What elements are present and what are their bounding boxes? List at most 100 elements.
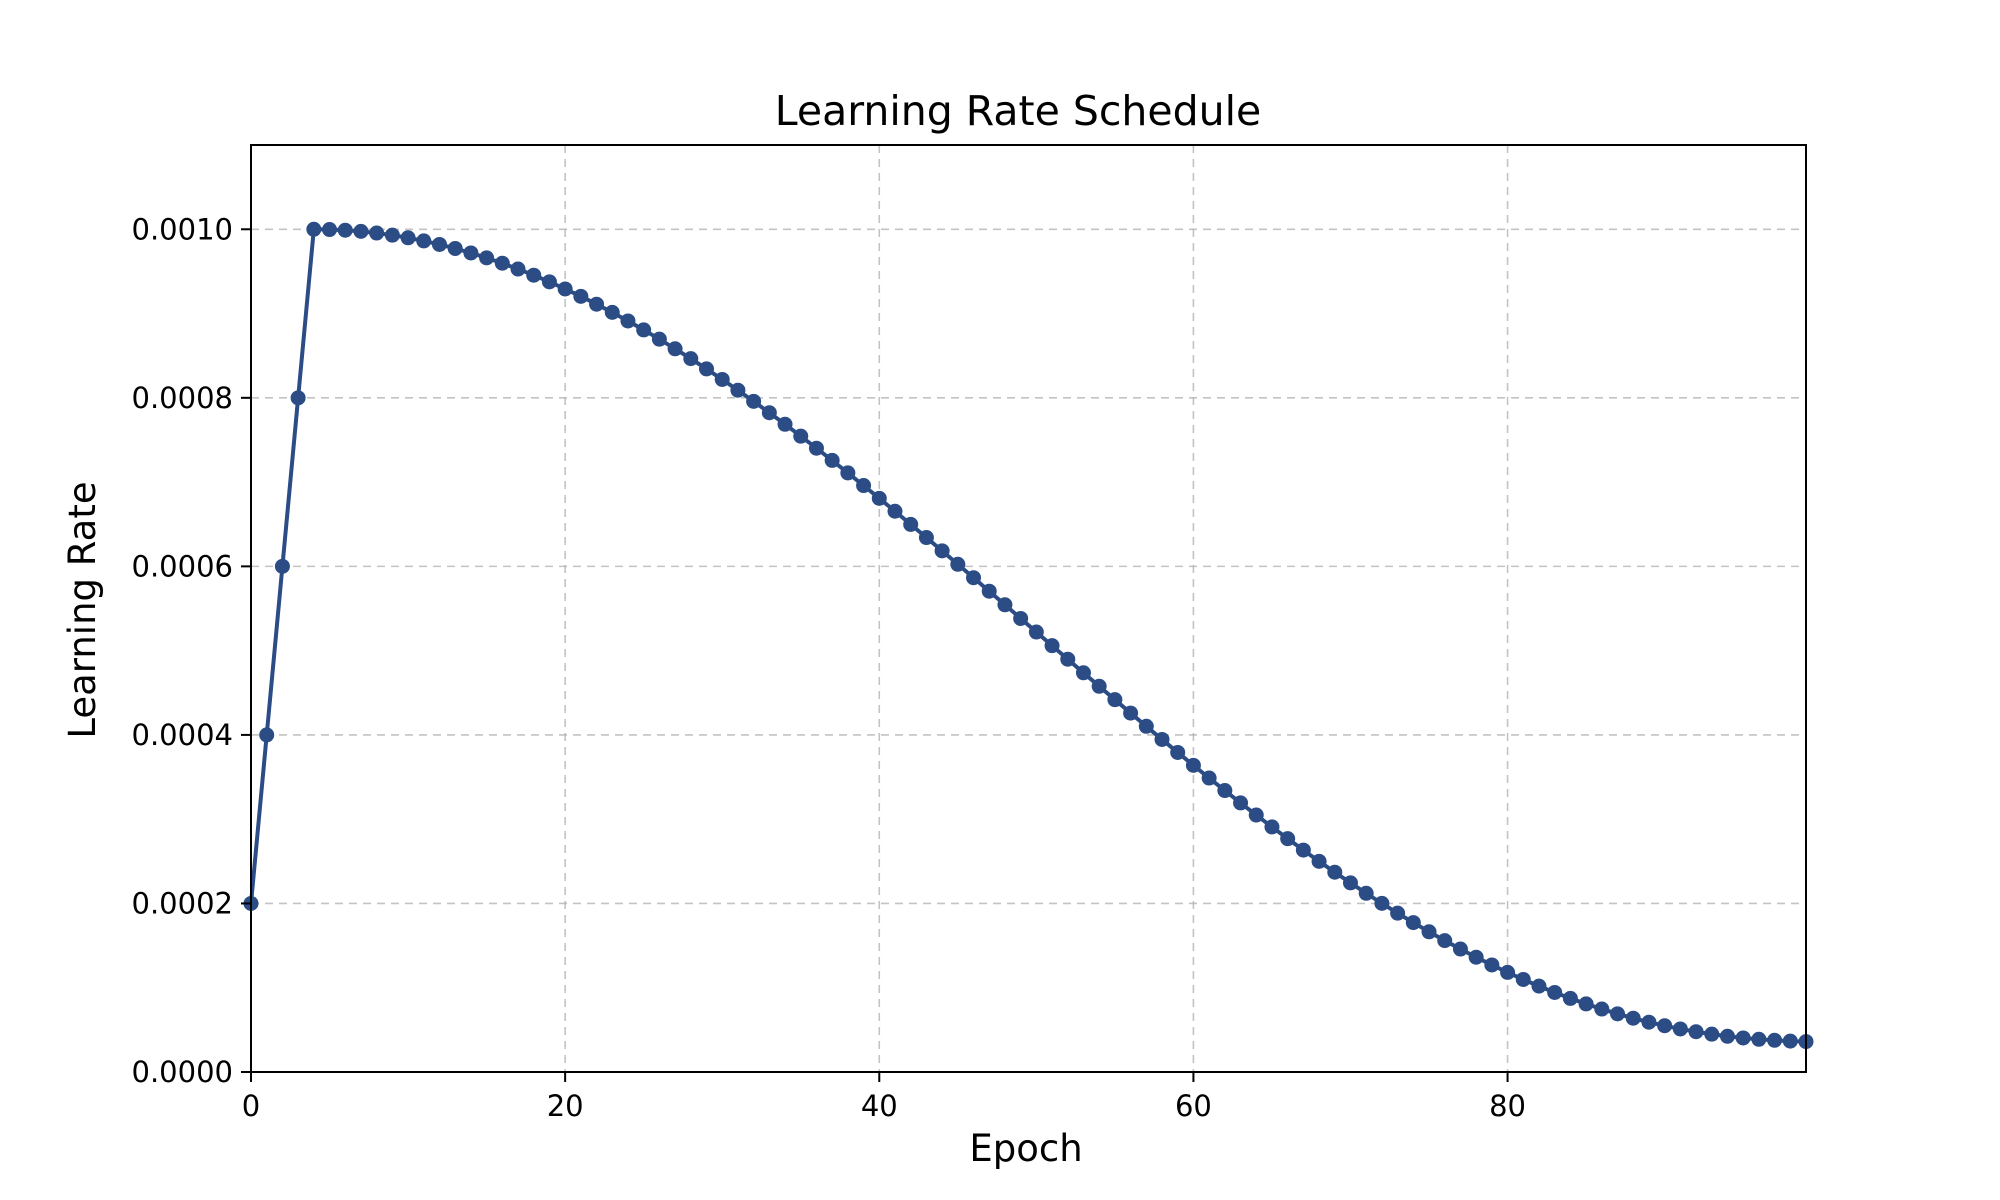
data-point: [1484, 957, 1500, 973]
data-point: [1123, 705, 1139, 721]
y-tick-label: 0.0010: [132, 212, 233, 246]
data-point: [1185, 757, 1201, 773]
data-point: [1028, 624, 1044, 640]
data-point: [1531, 978, 1547, 994]
data-point: [337, 222, 353, 238]
data-point: [699, 361, 715, 377]
data-point: [950, 556, 966, 572]
data-point: [1201, 770, 1217, 786]
data-point: [636, 322, 652, 338]
data-point: [1107, 692, 1123, 708]
data-point: [1405, 915, 1421, 931]
data-point: [1075, 665, 1091, 681]
data-point: [887, 503, 903, 519]
x-tick-label: 60: [1175, 1089, 1212, 1123]
data-point: [431, 236, 447, 252]
grid-lines: [251, 145, 1806, 1072]
y-tick-label: 0.0006: [132, 549, 233, 583]
data-point: [1735, 1030, 1751, 1046]
x-tick-label: 0: [242, 1089, 260, 1123]
data-point: [667, 341, 683, 357]
data-point: [1688, 1024, 1704, 1040]
plot-frame: [250, 144, 1807, 1073]
data-point: [1248, 807, 1264, 823]
series-line: [249, 227, 1807, 1044]
y-axis-label: Learning Rate: [61, 481, 104, 738]
x-tick-label: 40: [861, 1089, 898, 1123]
data-point: [1170, 744, 1186, 760]
data-point: [416, 233, 432, 249]
data-point: [1091, 678, 1107, 694]
data-point: [793, 428, 809, 444]
data-point: [1641, 1014, 1657, 1030]
series-layer: [243, 221, 1814, 1050]
data-point: [369, 225, 385, 241]
data-point: [1013, 610, 1029, 626]
data-point: [1751, 1031, 1767, 1047]
data-point: [1547, 984, 1563, 1000]
data-point: [526, 267, 542, 283]
data-point: [463, 245, 479, 261]
chart-title: Learning Rate Schedule: [775, 87, 1261, 135]
data-point: [1233, 795, 1249, 811]
data-point: [808, 440, 824, 456]
data-point: [1578, 996, 1594, 1012]
data-point: [981, 583, 997, 599]
data-point: [274, 558, 290, 574]
data-point: [589, 296, 605, 312]
data-point: [1594, 1001, 1610, 1017]
x-tick-label: 20: [547, 1089, 584, 1123]
data-point: [1704, 1026, 1720, 1042]
data-point: [840, 465, 856, 481]
data-point: [479, 250, 495, 266]
data-point: [1468, 949, 1484, 965]
y-tick-label: 0.0004: [132, 718, 233, 752]
y-tick-label: 0.0002: [132, 886, 233, 920]
data-point: [1657, 1018, 1673, 1034]
data-point: [1311, 853, 1327, 869]
data-point: [1390, 905, 1406, 921]
x-axis-label: Epoch: [969, 1127, 1082, 1170]
data-point: [1625, 1010, 1641, 1026]
data-point: [620, 313, 636, 329]
data-point: [1358, 885, 1374, 901]
data-point: [322, 222, 338, 238]
data-point: [1437, 933, 1453, 949]
data-point: [353, 223, 369, 239]
data-point: [1327, 864, 1343, 880]
data-point: [1374, 895, 1390, 911]
data-point: [494, 255, 510, 271]
data-point: [824, 452, 840, 468]
data-point: [1767, 1032, 1783, 1048]
data-point: [730, 382, 746, 398]
data-point: [1217, 783, 1233, 799]
y-tick-label: 0.0008: [132, 381, 233, 415]
data-point: [541, 274, 557, 290]
data-point: [1719, 1028, 1735, 1044]
data-point: [1342, 875, 1358, 891]
data-point: [259, 727, 275, 743]
data-point: [557, 281, 573, 297]
data-point: [1515, 971, 1531, 987]
data-point: [777, 416, 793, 432]
data-point: [1562, 990, 1578, 1006]
data-point: [714, 371, 730, 387]
data-point: [1154, 731, 1170, 747]
data-point: [1500, 964, 1516, 980]
data-point: [1672, 1021, 1688, 1037]
data-point: [1452, 941, 1468, 957]
data-point: [746, 393, 762, 409]
data-point: [447, 240, 463, 256]
data-point: [1060, 651, 1076, 667]
data-point: [384, 227, 400, 243]
y-tick-label: 0.0000: [132, 1055, 233, 1089]
data-point: [1138, 718, 1154, 734]
axis-ticks: 0 20 40 60 80 0.0000 0.0002 0.0004 0.0006 0.0008 0…: [132, 212, 1527, 1123]
data-point: [1280, 831, 1296, 847]
data-point: [1610, 1006, 1626, 1022]
data-point: [651, 331, 667, 347]
data-point: [573, 288, 589, 304]
data-point: [1264, 819, 1280, 835]
data-point: [1044, 638, 1060, 654]
